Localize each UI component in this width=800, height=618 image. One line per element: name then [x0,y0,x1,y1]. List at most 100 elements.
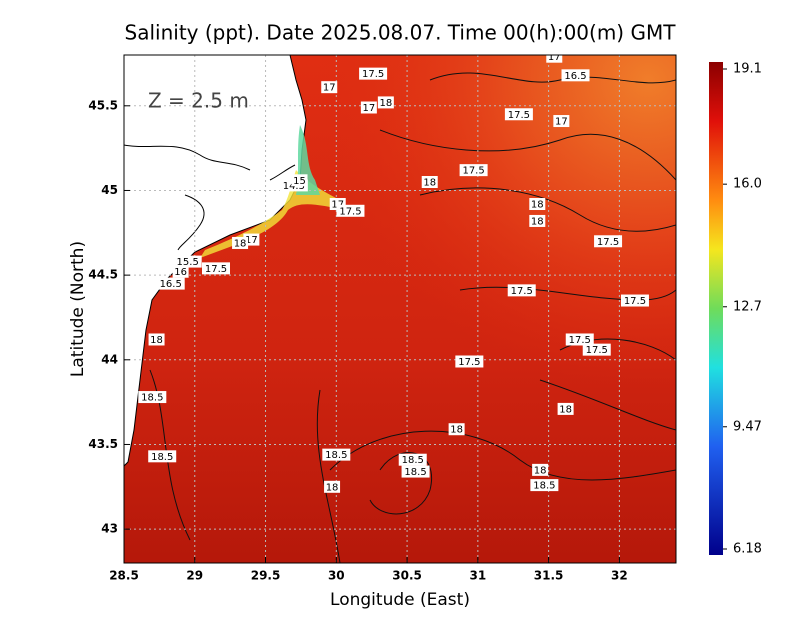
plot-frame [123,54,677,564]
contour-label-box [202,262,230,275]
contour-label: 18.5 [402,455,424,466]
contour-label-box [322,448,351,461]
contour-label-box [530,479,559,492]
contour-label: 18.5 [141,393,163,404]
contour-label-box [359,67,388,80]
contour-label: 18 [150,335,163,346]
contour-label: 17.5 [339,206,361,217]
contour-label-box [459,164,488,177]
contour-label: 17.5 [458,357,480,368]
x-tick-label: 30 [328,569,345,583]
contour-label-box [532,463,549,476]
contour-label: 18.5 [151,452,173,463]
contour-label: 17.5 [508,110,530,121]
x-tick-label: 31.5 [534,569,564,583]
contour-label: 18 [234,238,247,249]
x-axis-label: Longitude (East) [330,590,470,610]
contour-label-box [148,333,165,346]
y-tick-label: 45 [101,183,118,197]
contour-label: 17.5 [462,166,484,177]
contour-label-box [377,96,394,109]
contour-label: 17.5 [362,69,384,80]
contour-label: 18 [534,465,547,476]
contour-label: 16.5 [564,71,586,82]
contour-label: 17 [555,117,568,128]
contour-label: 17.5 [511,286,533,297]
contour-label: 14.5 [283,181,305,192]
contour-label-box [620,294,649,307]
contour-label: 17 [548,52,561,63]
contour-label-box [561,69,590,82]
contour-label: 15.5 [177,257,199,268]
contour-label-box [421,176,438,188]
colorbar-tick-label: 6.18 [733,542,762,557]
contour-label-box [232,236,249,249]
colorbar [709,62,723,555]
contour-label-box [398,453,427,466]
contour-label: 18 [423,178,436,189]
colorbar-tick-label: 9.47 [733,419,762,434]
contour-label-box [336,204,365,217]
x-tick-label: 31 [469,569,486,583]
contour-label: 17.5 [205,264,227,275]
y-axis-label: Latitude (North) [68,241,88,377]
x-tick-label: 29 [186,569,203,583]
contour-label: 17 [323,83,336,94]
contour-label: 18 [450,425,463,436]
contour-label-box [324,480,341,493]
contour-label-box [553,115,570,128]
contour-label: 17 [245,235,258,246]
y-tick-label: 43.5 [88,437,118,451]
y-tick-label: 44 [101,352,118,366]
contour-label-box [455,355,484,368]
land [124,55,307,467]
contour-label: 18.5 [404,467,426,478]
contour-label-box [448,423,465,436]
colorbar-tick-label: 12.7 [733,299,762,314]
contour-label: 18 [559,404,572,415]
contour-label-box [360,101,377,114]
contour-label-box [582,343,611,356]
contour-label: 16 [174,267,187,278]
contour-label: 18.5 [325,450,347,461]
contour-label-box [594,235,623,248]
contour-label-box [546,55,563,63]
contour-label-box [138,391,167,404]
contour-label: 18 [379,98,392,109]
contour-label: 16.5 [160,279,182,290]
y-tick-label: 45.5 [88,98,118,112]
contour-label: 18 [531,216,544,227]
title: Salinity (ppt). Date 2025.08.07. Time 00… [125,21,677,45]
plot-area: 17.51716.517171817.51717.51814.5151717.5… [124,52,676,563]
contour-label-box [504,108,533,121]
contour-label: 15 [293,176,306,187]
contour-label-box [565,333,594,346]
contour-label: 17.5 [586,345,608,356]
contour-label-box [321,81,338,94]
contour-label-box [557,402,574,415]
contour-label: 17.5 [569,335,591,346]
contour-label-box [507,284,536,297]
coast-borders [124,144,296,251]
contour-label-box [401,465,430,478]
x-tick-label: 30.5 [392,569,422,583]
contour-label-box [291,174,308,187]
contour-label-box [172,265,189,278]
x-tick-label: 29.5 [251,569,281,583]
colorbar-tick-label: 16.0 [733,177,762,192]
y-tick-label: 44.5 [88,268,118,282]
contour-label-box [529,198,546,211]
contour-label: 17.5 [624,296,646,307]
x-tick-label: 28.5 [109,569,139,583]
contour-label: 17.5 [597,237,619,248]
depth-annotation: Z = 2.5 m [148,89,249,113]
contour-label-box [148,450,177,463]
contour-label-box [173,255,202,268]
colorbar-tick-label: 19.1 [733,62,762,77]
contour-label: 18.5 [533,481,555,492]
contour-label-box [529,214,546,227]
contour-label: 18 [326,482,339,493]
contour-label: 17 [362,103,375,114]
contour-label: 18 [531,200,544,211]
